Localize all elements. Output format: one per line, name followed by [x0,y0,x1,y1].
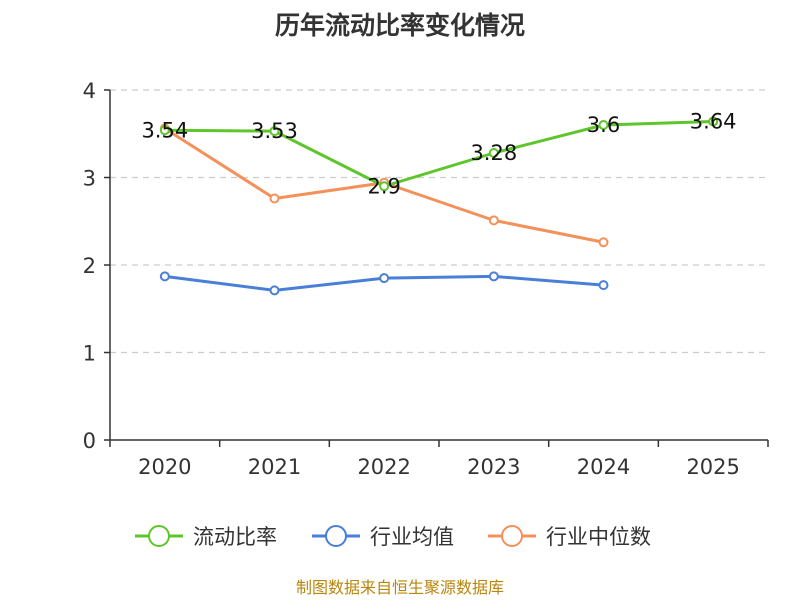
y-tick-label: 2 [83,254,96,278]
data-point [159,271,170,282]
data-point [269,126,280,137]
data-label: 3.6 [587,113,620,137]
legend-label: 行业中位数 [546,525,651,549]
data-point [488,215,499,226]
x-tick-label: 2022 [357,455,410,479]
y-tick-labels: 0 1 2 3 4 [83,79,96,453]
data-point [269,285,280,296]
chart-title: 历年流动比率变化情况 [274,11,525,40]
legend-swatch-marker [325,525,347,547]
legend-swatch-marker [148,525,170,547]
x-tick-label: 2025 [686,455,739,479]
data-point [269,193,280,204]
data-point [488,271,499,282]
data-label: 3.54 [141,118,188,142]
data-point [708,116,719,127]
legend: 流动比率 行业均值 行业中位数 [135,525,651,549]
data-label: 3.28 [470,141,517,165]
data-label: 3.53 [251,119,298,143]
data-label: 2.9 [367,174,400,198]
data-point [379,273,390,284]
data-point [488,148,499,158]
data-point [379,181,390,192]
y-tick-label: 1 [83,342,96,366]
y-tick-label: 3 [83,167,96,191]
source-note: 制图数据来自恒生聚源数据库 [295,578,504,597]
legend-label: 流动比率 [193,525,277,549]
x-tick-label: 2021 [248,455,301,479]
axes [104,89,769,447]
data-point [159,125,170,136]
legend-swatch-marker [501,525,523,547]
data-labels: 3.54 3.53 2.9 3.28 3.6 3.64 [141,110,736,199]
x-tick-label: 2024 [577,455,630,479]
series-points [159,116,719,296]
series-line-0 [164,120,714,188]
x-tick-labels: 2020 2021 2022 2023 2024 2025 [138,455,740,479]
data-label: 3.64 [690,110,737,134]
data-point [598,280,609,291]
y-tick-label: 0 [83,429,96,453]
data-point [598,237,609,248]
data-point [598,120,609,130]
legend-label: 行业均值 [370,525,454,549]
x-tick-label: 2020 [138,455,191,479]
y-tick-label: 4 [83,79,96,103]
x-tick-label: 2023 [467,455,520,479]
